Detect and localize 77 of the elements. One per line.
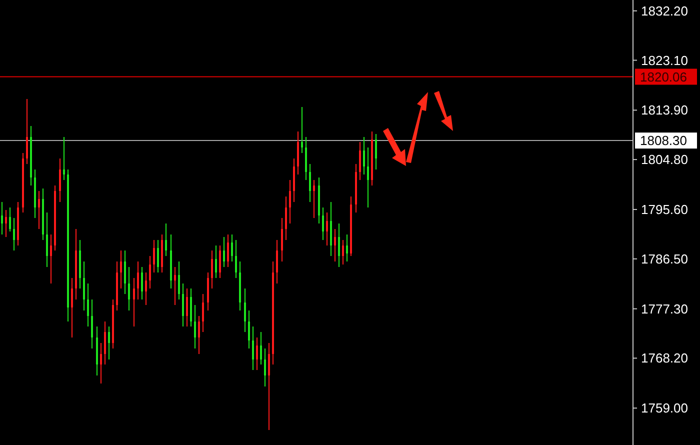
candlestick — [367, 147, 369, 208]
candlestick — [120, 250, 122, 290]
candlestick — [59, 158, 61, 202]
y-tick-label: 1823.10 — [641, 52, 688, 68]
candlestick — [334, 228, 336, 262]
candlestick — [322, 206, 324, 240]
candlestick — [83, 261, 85, 311]
candlestick — [227, 234, 229, 268]
candlestick — [145, 272, 147, 306]
candlestick — [165, 223, 167, 257]
candlestick — [87, 282, 89, 328]
candlestick — [260, 332, 262, 366]
candlestick — [26, 98, 28, 164]
candlestick — [5, 210, 7, 238]
candlestick — [268, 342, 270, 430]
candlestick — [38, 190, 40, 230]
candlestick — [9, 206, 11, 232]
candlestick — [1, 201, 3, 235]
candlestick — [375, 134, 377, 170]
candlestick — [252, 326, 254, 371]
candlestick — [202, 294, 204, 333]
y-tick-label: 1804.80 — [641, 152, 688, 168]
candlestick — [248, 310, 250, 349]
candlestick — [100, 342, 102, 384]
candlestick — [71, 277, 73, 338]
candlestick — [244, 288, 246, 333]
y-tick-label: 1832.20 — [641, 3, 688, 18]
candlestick — [326, 212, 328, 246]
candlestick — [301, 106, 303, 154]
candlestick — [223, 236, 225, 268]
candlestick — [346, 234, 348, 262]
candlestick — [174, 266, 176, 306]
candlestick — [128, 266, 130, 311]
candlestick — [13, 218, 15, 252]
candlestick — [157, 239, 159, 273]
candlestick — [149, 256, 151, 290]
candlestick — [108, 326, 110, 360]
candlestick — [133, 277, 135, 328]
candlestick — [363, 136, 365, 176]
candlestick — [182, 282, 184, 328]
candlestick — [338, 223, 340, 268]
candlestick — [313, 180, 315, 219]
candlestick — [231, 234, 233, 262]
y-tick-label: 1795.60 — [641, 202, 688, 218]
candlestick — [50, 234, 52, 284]
candlestick — [276, 239, 278, 284]
candlestick — [264, 348, 266, 387]
candlestick — [281, 218, 283, 262]
candlestick — [91, 299, 93, 349]
candlestick — [198, 315, 200, 354]
ref-line-label: 1820.06 — [640, 69, 687, 84]
y-tick-label: 1768.20 — [641, 350, 688, 366]
candlestick — [153, 239, 155, 273]
candlestick — [63, 136, 65, 181]
candlestick — [285, 196, 287, 240]
y-tick-label: 1813.90 — [641, 102, 688, 118]
candlestick — [178, 261, 180, 300]
candlestick — [186, 288, 188, 328]
y-tick-label: 1759.00 — [641, 400, 688, 416]
candlestick — [46, 212, 48, 268]
candlestick — [141, 266, 143, 300]
candlestick — [215, 244, 217, 278]
candlestick — [104, 320, 106, 366]
candlestick — [137, 261, 139, 300]
candlestick — [256, 337, 258, 371]
candlestick — [219, 244, 221, 278]
candlestick — [359, 142, 361, 181]
y-tick-label: 1777.30 — [641, 301, 688, 316]
candlestick — [211, 250, 213, 290]
candlestick — [309, 163, 311, 202]
candlestick — [124, 250, 126, 295]
candlestick — [235, 239, 237, 278]
candlestick — [194, 304, 196, 349]
y-tick-label: 1786.50 — [641, 251, 688, 266]
candlestick — [289, 180, 291, 224]
ref-line-label: 1808.30 — [640, 133, 687, 148]
candlestick — [342, 239, 344, 265]
